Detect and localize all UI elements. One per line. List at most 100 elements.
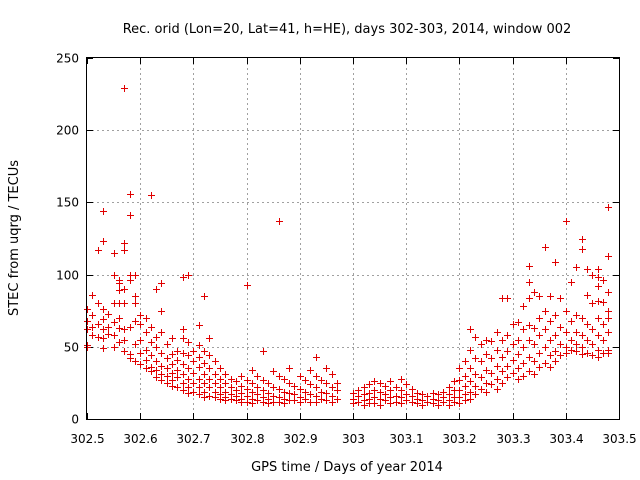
data-point [595,283,602,290]
data-point [111,272,118,279]
data-point [462,383,469,390]
data-point [600,321,607,328]
data-point [472,371,479,378]
data-point [121,85,128,92]
data-point [323,380,330,387]
data-point [440,399,447,406]
data-point [605,315,612,322]
data-point [148,368,155,375]
data-point [180,274,187,281]
data-point [329,393,336,400]
data-point [414,390,421,397]
data-point [595,274,602,281]
data-point [276,399,283,406]
data-point [451,399,458,406]
data-point [403,397,410,404]
data-point [456,394,463,401]
data-point [121,337,128,344]
data-point [158,329,165,336]
data-point [467,389,474,396]
x-tick-label: 302.6 [123,432,157,446]
data-point [377,380,384,387]
data-point [164,341,171,348]
data-point [100,345,107,352]
data-point [158,377,165,384]
data-point [260,348,267,355]
data-point [291,397,298,404]
data-point [212,394,219,401]
data-point [265,390,272,397]
data-point [589,352,596,359]
x-tick-label: 303 [342,432,365,446]
data-point [393,399,400,406]
data-point [350,400,357,407]
data-point [206,393,213,400]
data-point [568,318,575,325]
data-point [557,295,564,302]
data-point [185,339,192,346]
data-point [254,391,261,398]
data-point [605,289,612,296]
data-point [504,363,511,370]
data-point [201,371,208,378]
data-point [244,282,251,289]
data-point [451,378,458,385]
data-point [382,397,389,404]
data-point [111,250,118,257]
data-point [584,350,591,357]
data-point [238,390,245,397]
data-point [286,380,293,387]
data-point [89,324,96,331]
data-point [228,384,235,391]
data-point [244,377,251,384]
data-point [488,370,495,377]
data-point [307,367,314,374]
data-point [542,326,549,333]
data-point [579,236,586,243]
data-point [536,293,543,300]
data-point [201,360,208,367]
data-point [377,389,384,396]
data-point [526,263,533,270]
data-point [520,326,527,333]
data-point [584,337,591,344]
data-point [185,384,192,391]
x-tick-labels: 302.5 302.6 302.7 302.8 302.9 303 303.1 303.2 30… [70,432,636,446]
data-point [605,350,612,357]
data-point [206,376,213,383]
data-point [552,358,559,365]
data-point [302,389,309,396]
data-point [536,350,543,357]
data-point [276,386,283,393]
plot-frame [86,57,620,420]
data-point [499,337,506,344]
x-tick-label: 303.2 [442,432,476,446]
data-point [143,329,150,336]
data-point [174,357,181,364]
data-point [201,293,208,300]
data-point [180,350,187,357]
data-point [169,361,176,368]
data-point [158,308,165,315]
data-point [201,348,208,355]
data-point [472,383,479,390]
data-point [398,376,405,383]
data-point [579,315,586,322]
data-point [153,344,160,351]
data-point [483,367,490,374]
data-point [483,351,490,358]
data-point [158,371,165,378]
data-point [424,399,431,406]
data-point [302,377,309,384]
data-point [169,377,176,384]
data-point [116,325,123,332]
data-point [329,384,336,391]
data-point [196,384,203,391]
data-point [504,374,511,381]
data-point [323,390,330,397]
data-point [127,212,134,219]
data-point [153,374,160,381]
data-point [488,338,495,345]
data-point [504,348,511,355]
data-point [573,341,580,348]
